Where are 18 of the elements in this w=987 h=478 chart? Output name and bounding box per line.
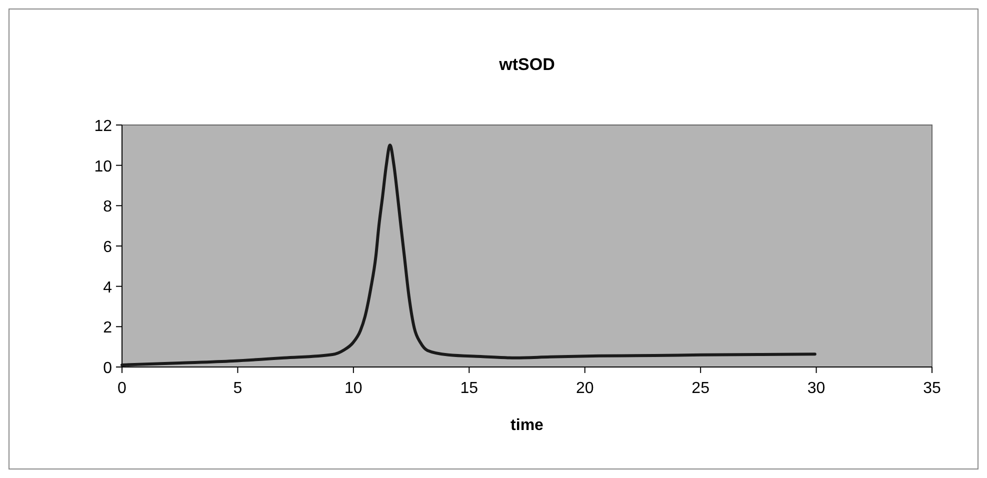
line-series — [120, 144, 816, 366]
x-tick-label: 5 — [233, 380, 242, 397]
y-tick-label: 8 — [103, 198, 112, 216]
y-tick-label: 2 — [103, 320, 112, 337]
y-tick-label: 6 — [103, 239, 112, 256]
x-tick-label: 0 — [118, 380, 127, 397]
y-tick-label: 0 — [103, 360, 112, 377]
x-tick-label: 35 — [923, 380, 941, 397]
chart-title: wtSOD — [498, 55, 555, 74]
x-axis-title: time — [510, 417, 544, 434]
x-tick-label: 15 — [460, 380, 478, 397]
x-tick-label: 30 — [807, 380, 826, 397]
x-tick-label: 20 — [576, 380, 594, 397]
x-tick-label: 25 — [692, 380, 710, 397]
y-tick-label: 12 — [94, 118, 112, 135]
y-tick-label: 4 — [103, 279, 112, 296]
y-tick-label: 10 — [94, 158, 112, 176]
x-tick-label: 10 — [344, 380, 362, 397]
